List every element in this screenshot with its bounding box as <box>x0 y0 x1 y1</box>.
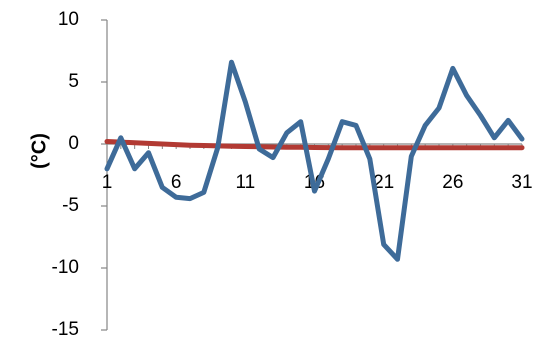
y-tick-label: 0 <box>68 133 79 154</box>
y-axis-title: (°C) <box>28 133 50 169</box>
x-tick-label: 21 <box>373 172 394 193</box>
x-tick-label: 26 <box>442 172 463 193</box>
y-tick-label: 10 <box>58 9 79 30</box>
y-tick-label: -15 <box>52 319 79 340</box>
series-2-line <box>104 139 525 151</box>
y-tick-label: 5 <box>68 71 79 92</box>
x-tick-label: 6 <box>171 172 182 193</box>
x-tick-label: 1 <box>102 172 113 193</box>
x-tick-label: 31 <box>511 172 532 193</box>
series-1-line <box>104 59 525 262</box>
y-axis: 10 5 0 -5 -10 -15 <box>52 9 108 340</box>
y-tick-label: -10 <box>52 257 79 278</box>
y-tick-label: -5 <box>62 195 79 216</box>
series-layer <box>104 59 525 262</box>
x-tick-label: 11 <box>235 172 255 193</box>
